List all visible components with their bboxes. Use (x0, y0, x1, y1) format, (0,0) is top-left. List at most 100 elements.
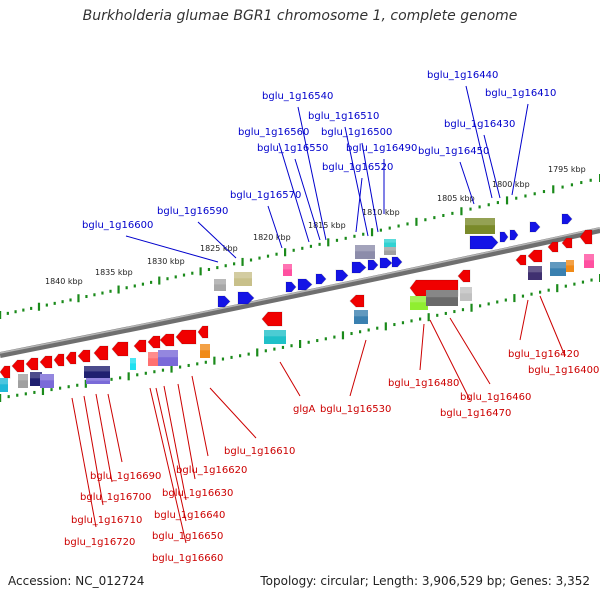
map-title: Burkholderia glumae BGR1 chromosome 1, c… (82, 8, 518, 24)
tick-mark (224, 264, 227, 268)
reverse-gene-arrow (457, 269, 471, 283)
tick-mark (590, 278, 593, 282)
tick-mark (204, 360, 207, 364)
feature-box (40, 374, 54, 388)
forward-label-leader (294, 158, 321, 241)
reverse-gene-label: bglu_1g16460 (460, 392, 531, 403)
tick-mark (125, 286, 128, 290)
tick-mark (333, 335, 336, 339)
tick-mark (258, 256, 261, 260)
tick-mark (281, 345, 285, 349)
scale-labels: 1795 kbp 1800 kbp 1805 kbp 1810 kbp 1815 kbp… (45, 165, 586, 286)
feature-highlight (158, 350, 178, 358)
feature-highlight (584, 254, 594, 261)
tick-mark (290, 344, 293, 348)
feature-box (465, 218, 495, 234)
feature-box (460, 287, 472, 301)
tick-mark (249, 258, 253, 262)
scale-label: 1810 kbp (362, 208, 400, 217)
tick-mark (397, 224, 400, 228)
tick-mark (581, 280, 585, 284)
tick-mark (299, 340, 302, 348)
tick-mark (388, 226, 391, 230)
feature-box (30, 372, 42, 386)
forward-gene-arrow (315, 273, 327, 285)
feature-box (130, 358, 136, 370)
forward-label-leader (361, 142, 379, 233)
tick-mark (50, 388, 53, 392)
reverse-gene-label: bglu_1g16720 (64, 537, 135, 548)
reverse-gene-arrow (579, 229, 593, 245)
reverse-gene-label: bglu_1g16610 (224, 446, 295, 457)
tick-mark (301, 246, 304, 250)
tick-mark (451, 211, 454, 215)
tick-mark (256, 348, 259, 357)
tick-mark (119, 376, 122, 380)
reverse-gene-arrow (0, 365, 11, 379)
feature-highlight (460, 287, 472, 294)
tick-mark (453, 310, 456, 314)
reverse-label-leader (71, 397, 97, 528)
tick-mark (292, 248, 295, 252)
feature-highlight (86, 378, 110, 381)
tick-mark (153, 370, 156, 374)
tick-mark (505, 196, 509, 205)
forward-label-leader (483, 134, 501, 199)
tick-mark (419, 317, 422, 321)
feature-highlight (283, 264, 292, 270)
topology-text: Topology: circular; Length: 3,906,529 bp… (260, 574, 590, 588)
gene-features (0, 213, 594, 392)
reverse-label-leader (209, 387, 257, 439)
tick-mark (324, 337, 327, 341)
reverse-gene-label: bglu_1g16640 (154, 510, 225, 521)
tick-mark (247, 352, 250, 356)
tick-mark (376, 326, 379, 330)
scale-label: 1795 kbp (548, 165, 586, 174)
reverse-gene-arrow (349, 294, 365, 308)
feature-box (355, 245, 375, 259)
forward-gene-arrow (561, 213, 573, 225)
scale-label: 1840 kbp (45, 277, 83, 286)
tick-mark (539, 290, 542, 294)
tick-mark (166, 277, 169, 281)
feature-highlight (465, 218, 495, 226)
feature-highlight (0, 378, 8, 385)
reverse-label-leader (177, 383, 196, 480)
tick-mark (101, 291, 104, 295)
tick-mark (61, 300, 64, 304)
feature-box (384, 247, 396, 255)
forward-gene-label: bglu_1g16560 (238, 127, 309, 138)
tick-mark (67, 385, 70, 389)
tick-mark (213, 356, 216, 365)
tick-mark (149, 280, 153, 284)
gene-labels: bglu_1g16440 bglu_1g16410 bglu_1g16540bglu… (64, 70, 599, 564)
tick-mark (196, 362, 199, 366)
outer-tick-track (0, 174, 600, 319)
tick-mark (469, 207, 472, 211)
tick-mark (241, 257, 244, 266)
reverse-label-leader (107, 393, 123, 463)
forward-gene-arrow (297, 278, 313, 291)
forward-label-leader (355, 177, 363, 233)
tick-mark (461, 308, 465, 312)
feature-highlight (130, 358, 136, 364)
tick-mark (45, 303, 48, 307)
forward-gene-arrow (469, 235, 499, 250)
forward-gene-label: bglu_1g16600 (82, 220, 153, 231)
feature-highlight (384, 239, 396, 243)
tick-mark (341, 331, 345, 340)
feature-highlight (234, 272, 252, 279)
tick-mark (316, 339, 319, 343)
tick-mark (110, 377, 113, 381)
tick-mark (564, 284, 567, 288)
reverse-gene-label: bglu_1g16700 (80, 492, 151, 503)
reverse-gene-arrow (11, 359, 25, 373)
forward-gene-arrow (509, 229, 519, 241)
tick-mark (141, 282, 145, 286)
tick-mark (410, 319, 413, 323)
tick-mark (191, 271, 194, 275)
feature-highlight (30, 372, 42, 379)
reverse-gene-arrow (147, 335, 161, 349)
feature-highlight (84, 366, 110, 372)
